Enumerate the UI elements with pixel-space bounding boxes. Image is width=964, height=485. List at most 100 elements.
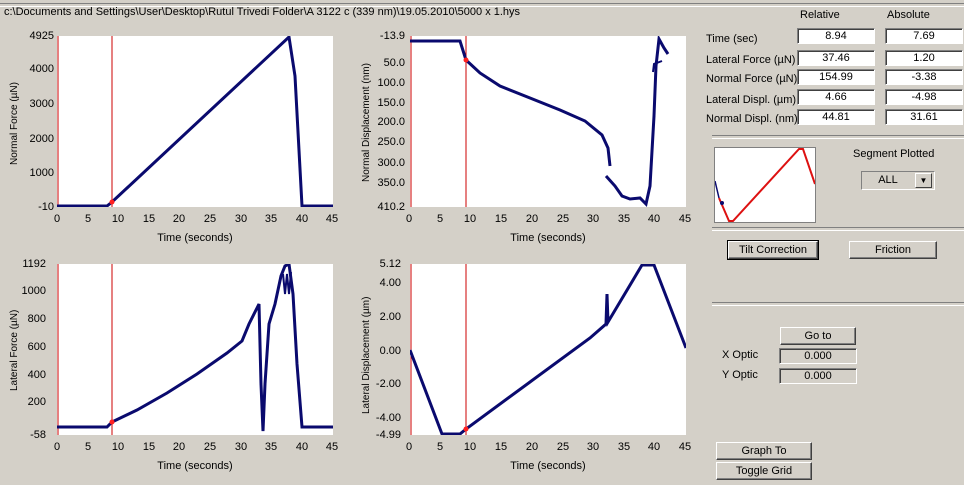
readout-label-normal-force: Normal Force (µN): [706, 73, 798, 85]
ytick: -4.99: [375, 429, 401, 441]
ytick: 1192: [22, 258, 46, 270]
xtick: 35: [617, 441, 631, 453]
xtick: 40: [295, 441, 309, 453]
x-axis-label: Time (seconds): [510, 232, 586, 244]
readout-label-lateral-force: Lateral Force (µN): [706, 54, 796, 66]
lateral-force-plot-area[interactable]: [57, 264, 333, 435]
ytick: 3000: [29, 98, 54, 110]
ytick: 600: [27, 341, 46, 353]
ytick: 400: [27, 369, 46, 381]
header-absolute: Absolute: [887, 9, 930, 21]
relative-lateral-displ-value: 4.66: [797, 89, 875, 105]
relative-lateral-force-value: 37.46: [797, 50, 875, 66]
xtick: 25: [203, 441, 217, 453]
readout-label-time: Time (sec): [706, 33, 758, 45]
ytick: 4925: [29, 30, 54, 42]
xtick: 35: [617, 213, 631, 225]
xtick: 25: [556, 441, 570, 453]
xtick: 15: [494, 213, 508, 225]
ytick: 50.0: [383, 57, 405, 69]
xtick: 10: [463, 213, 477, 225]
xtick: 45: [678, 213, 692, 225]
xtick: 45: [325, 213, 339, 225]
xtick: 25: [556, 213, 570, 225]
separator: [712, 135, 964, 139]
xtick: 20: [525, 441, 539, 453]
y-optic-field[interactable]: 0.000: [779, 368, 857, 384]
y-axis-label: Lateral Displacement (µm): [361, 296, 372, 414]
xtick: 20: [525, 213, 539, 225]
tilt-correction-button[interactable]: Tilt Correction: [727, 240, 819, 260]
absolute-normal-force-value: -3.38: [885, 69, 963, 85]
ytick: 4000: [29, 63, 54, 75]
xtick: 30: [234, 441, 248, 453]
xtick: 5: [84, 441, 92, 453]
file-path: c:\Documents and Settings\User\Desktop\R…: [4, 6, 521, 18]
ytick: -4.00: [375, 412, 401, 424]
xtick: 0: [405, 213, 413, 225]
xtick: 0: [53, 213, 61, 225]
y-axis-label: Normal Displacement (nm): [361, 63, 372, 182]
toggle-grid-button[interactable]: Toggle Grid: [716, 462, 812, 480]
ytick: 100.0: [377, 77, 405, 89]
absolute-lateral-force-value: 1.20: [885, 50, 963, 66]
separator: [712, 227, 964, 231]
segment-plotted-value: ALL: [878, 174, 898, 186]
xtick: 15: [142, 441, 156, 453]
readout-label-normal-displ: Normal Displ. (nm): [706, 113, 798, 125]
graph-to-clipboard-button[interactable]: Graph To Clipboard: [716, 442, 812, 473]
lateral-displacement-plot-area[interactable]: [410, 264, 686, 435]
y-axis-label: Lateral Force (µN): [9, 309, 20, 391]
x-optic-field[interactable]: 0.000: [779, 348, 857, 364]
y-optic-label: Y Optic: [722, 369, 758, 381]
xtick: 40: [295, 213, 309, 225]
ytick: 410.2: [377, 201, 405, 213]
normal-force-plot-area[interactable]: [57, 36, 333, 207]
xtick: 40: [647, 213, 661, 225]
absolute-time-value: 7.69: [885, 28, 963, 44]
ytick: -13.9: [379, 30, 405, 42]
x-axis-label: Time (seconds): [510, 460, 586, 472]
ytick: 5.12: [379, 258, 401, 270]
segment-plotted-label: Segment Plotted: [853, 148, 935, 160]
xtick: 25: [203, 213, 217, 225]
xtick: 10: [111, 441, 125, 453]
ytick: 1000: [21, 285, 46, 297]
y-axis-label: Normal Force (µN): [9, 82, 20, 165]
ytick: 2.00: [379, 311, 401, 323]
x-optic-label: X Optic: [722, 349, 759, 361]
normal-displacement-plot-area[interactable]: [410, 36, 686, 207]
absolute-normal-displ-value: 31.61: [885, 109, 963, 125]
xtick: 15: [494, 441, 508, 453]
xtick: 20: [172, 441, 186, 453]
ytick: 200: [27, 396, 46, 408]
ytick: 200.0: [377, 116, 405, 128]
xtick: 10: [463, 441, 477, 453]
friction-button[interactable]: Friction: [849, 241, 937, 259]
go-to-button[interactable]: Go to: [780, 327, 856, 345]
ytick: 800: [27, 313, 46, 325]
ytick: 0.00: [379, 345, 401, 357]
ytick: 150.0: [377, 97, 405, 109]
absolute-lateral-displ-value: -4.98: [885, 89, 963, 105]
segment-preview-graph: [714, 147, 816, 223]
ytick: 2000: [29, 133, 54, 145]
dropdown-arrow-icon[interactable]: ▼: [915, 173, 932, 188]
ytick: 350.0: [377, 177, 405, 189]
ytick: -2.00: [375, 378, 401, 390]
readout-label-lateral-displ: Lateral Displ. (µm): [706, 94, 797, 106]
separator: [712, 302, 964, 306]
xtick: 20: [172, 213, 186, 225]
xtick: 30: [586, 441, 600, 453]
xtick: 30: [234, 213, 248, 225]
relative-normal-force-value: 154.99: [797, 69, 875, 85]
x-axis-label: Time (seconds): [157, 232, 233, 244]
ytick: -58: [30, 429, 46, 441]
header-relative: Relative: [800, 9, 840, 21]
segment-plotted-select[interactable]: ALL ▼: [861, 171, 935, 190]
xtick: 40: [647, 441, 661, 453]
xtick: 45: [325, 441, 339, 453]
top-separator: [0, 3, 964, 7]
xtick: 0: [405, 441, 413, 453]
xtick: 45: [678, 441, 692, 453]
